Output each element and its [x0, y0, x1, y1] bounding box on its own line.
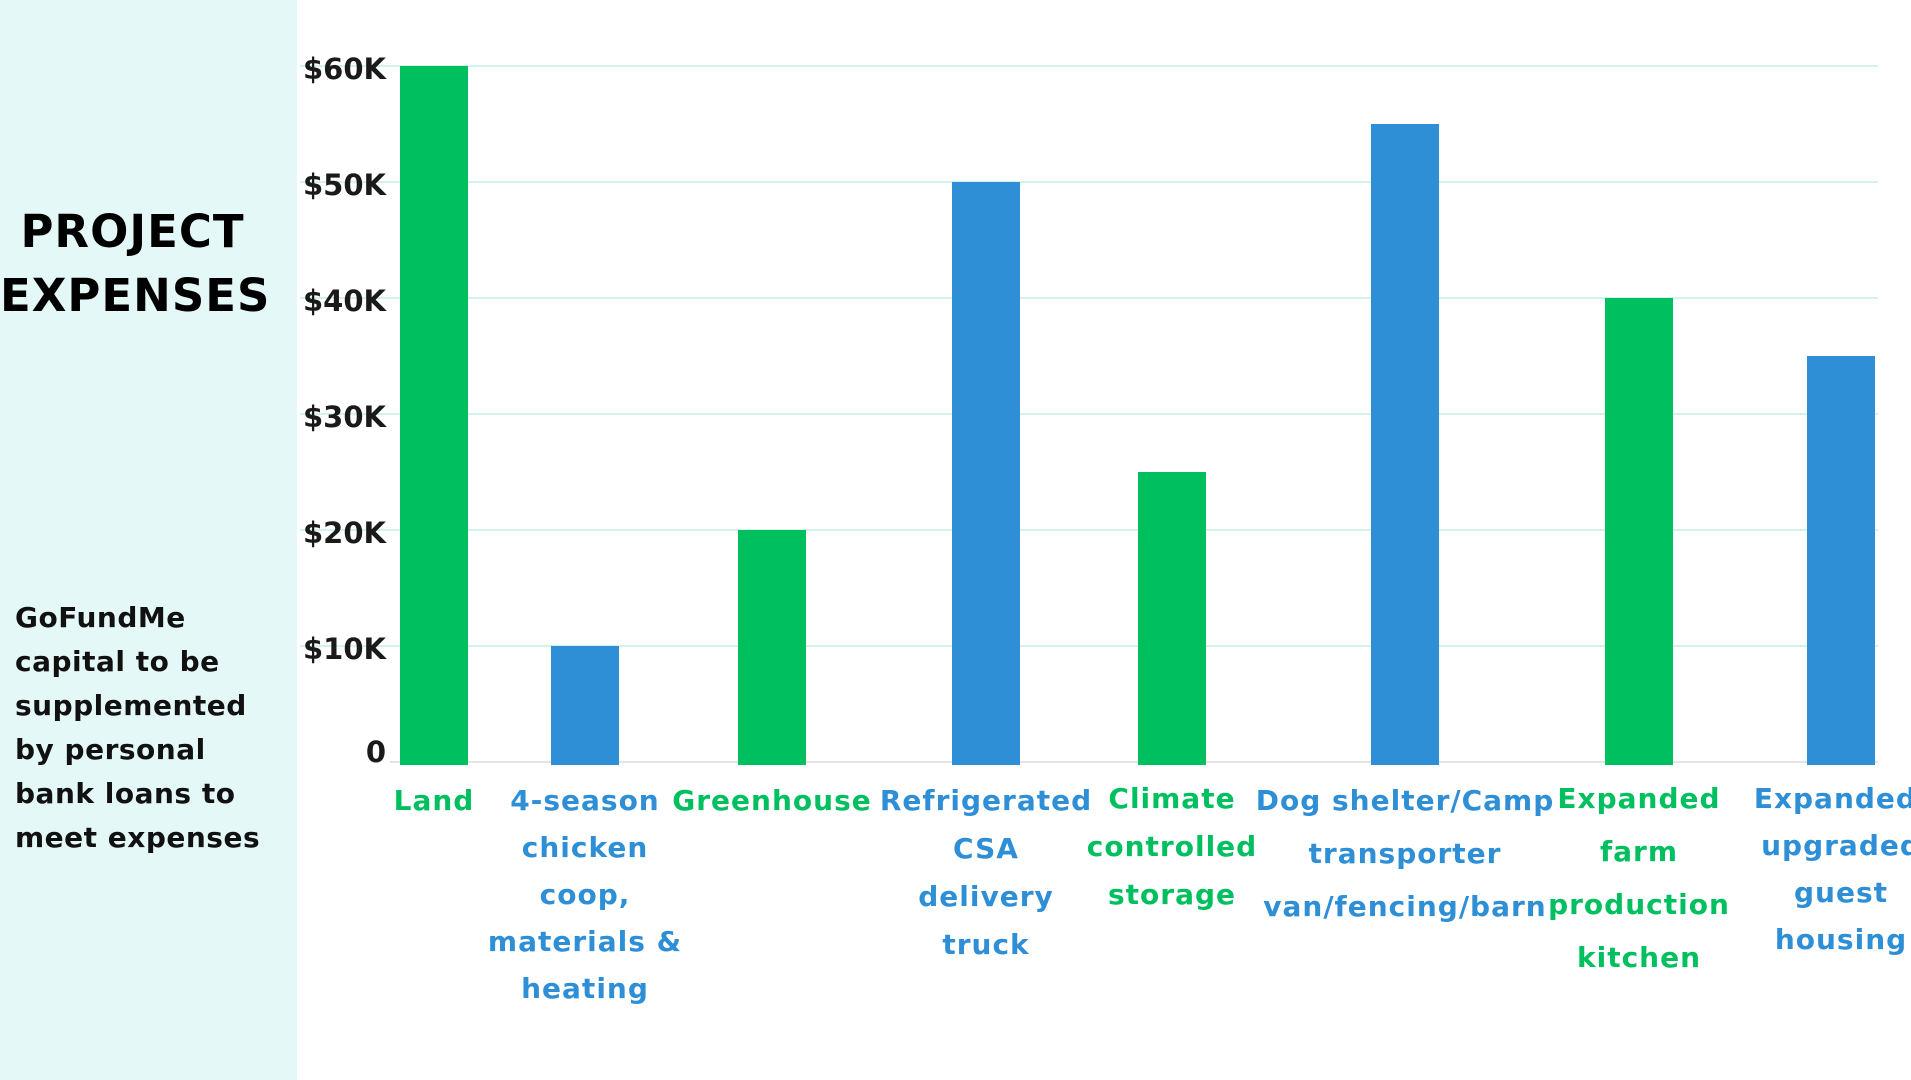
- x-tick-label: upgraded: [1761, 829, 1911, 862]
- bar: [551, 646, 619, 765]
- x-tick-label: delivery: [918, 880, 1054, 913]
- panel-note: GoFundMe capital to be supplemented by p…: [15, 596, 290, 860]
- y-axis-ticks: 0 $10K $20K $30K $40K $50K $60K: [303, 52, 388, 769]
- x-tick-label: CSA: [953, 832, 1019, 865]
- bar: [1807, 356, 1875, 765]
- panel-note-line-6: meet expenses: [15, 821, 261, 854]
- side-panel: PROJECT EXPENSES GoFundMe capital to be …: [0, 0, 297, 1080]
- bar: [1138, 472, 1206, 765]
- bar: [400, 66, 468, 765]
- x-tick-label: coop,: [540, 878, 631, 911]
- x-tick-label: controlled: [1087, 830, 1257, 863]
- bar: [952, 182, 1020, 765]
- x-tick-label: Greenhouse: [672, 784, 871, 817]
- x-tick-label: storage: [1108, 878, 1236, 911]
- x-tick-label: Land: [394, 784, 475, 817]
- panel-note-line-5: bank loans to: [15, 777, 236, 810]
- y-tick-label: $30K: [303, 400, 388, 434]
- y-tick-label: $20K: [303, 516, 388, 550]
- bar: [1605, 298, 1673, 765]
- panel-note-line-4: by personal: [15, 733, 206, 766]
- y-tick-label: 0: [366, 735, 386, 769]
- y-tick-label: $40K: [303, 284, 388, 318]
- x-tick-label: transporter: [1309, 837, 1502, 870]
- panel-title-line-2: EXPENSES: [0, 269, 271, 322]
- y-tick-label: $10K: [303, 632, 388, 666]
- x-tick-label: heating: [521, 972, 649, 1005]
- x-tick-label: chicken: [522, 831, 649, 864]
- x-tick-label: production: [1548, 888, 1730, 921]
- x-tick-label: Refrigerated: [880, 784, 1092, 817]
- x-tick-label: Expanded: [1557, 782, 1720, 815]
- x-tick-label: kitchen: [1577, 941, 1701, 974]
- x-tick-label: Dog shelter/Camp: [1256, 784, 1555, 817]
- panel-title-line-1: PROJECT: [20, 205, 245, 258]
- x-tick-label: materials &: [488, 925, 682, 958]
- x-tick-label: van/fencing/barn: [1263, 890, 1547, 923]
- y-tick-label: $60K: [303, 52, 388, 86]
- x-tick-label: guest: [1794, 876, 1888, 909]
- x-tick-label: 4-season: [510, 784, 660, 817]
- x-tick-label: housing: [1775, 923, 1907, 956]
- x-tick-label: farm: [1600, 835, 1678, 868]
- x-axis-labels: Land 4-season chicken coop, materials & heati…: [394, 782, 1911, 1005]
- panel-note-line-2: capital to be: [15, 645, 220, 678]
- x-tick-label: Climate: [1108, 782, 1235, 815]
- panel-note-line-1: GoFundMe: [15, 601, 186, 634]
- x-tick-label: truck: [942, 928, 1030, 961]
- bar: [738, 530, 806, 765]
- y-tick-label: $50K: [303, 168, 388, 202]
- bars: [400, 66, 1875, 765]
- panel-title: PROJECT EXPENSES: [0, 200, 271, 328]
- bar: [1371, 124, 1439, 765]
- panel-note-line-3: supplemented: [15, 689, 247, 722]
- x-tick-label: Expanded/: [1754, 782, 1911, 815]
